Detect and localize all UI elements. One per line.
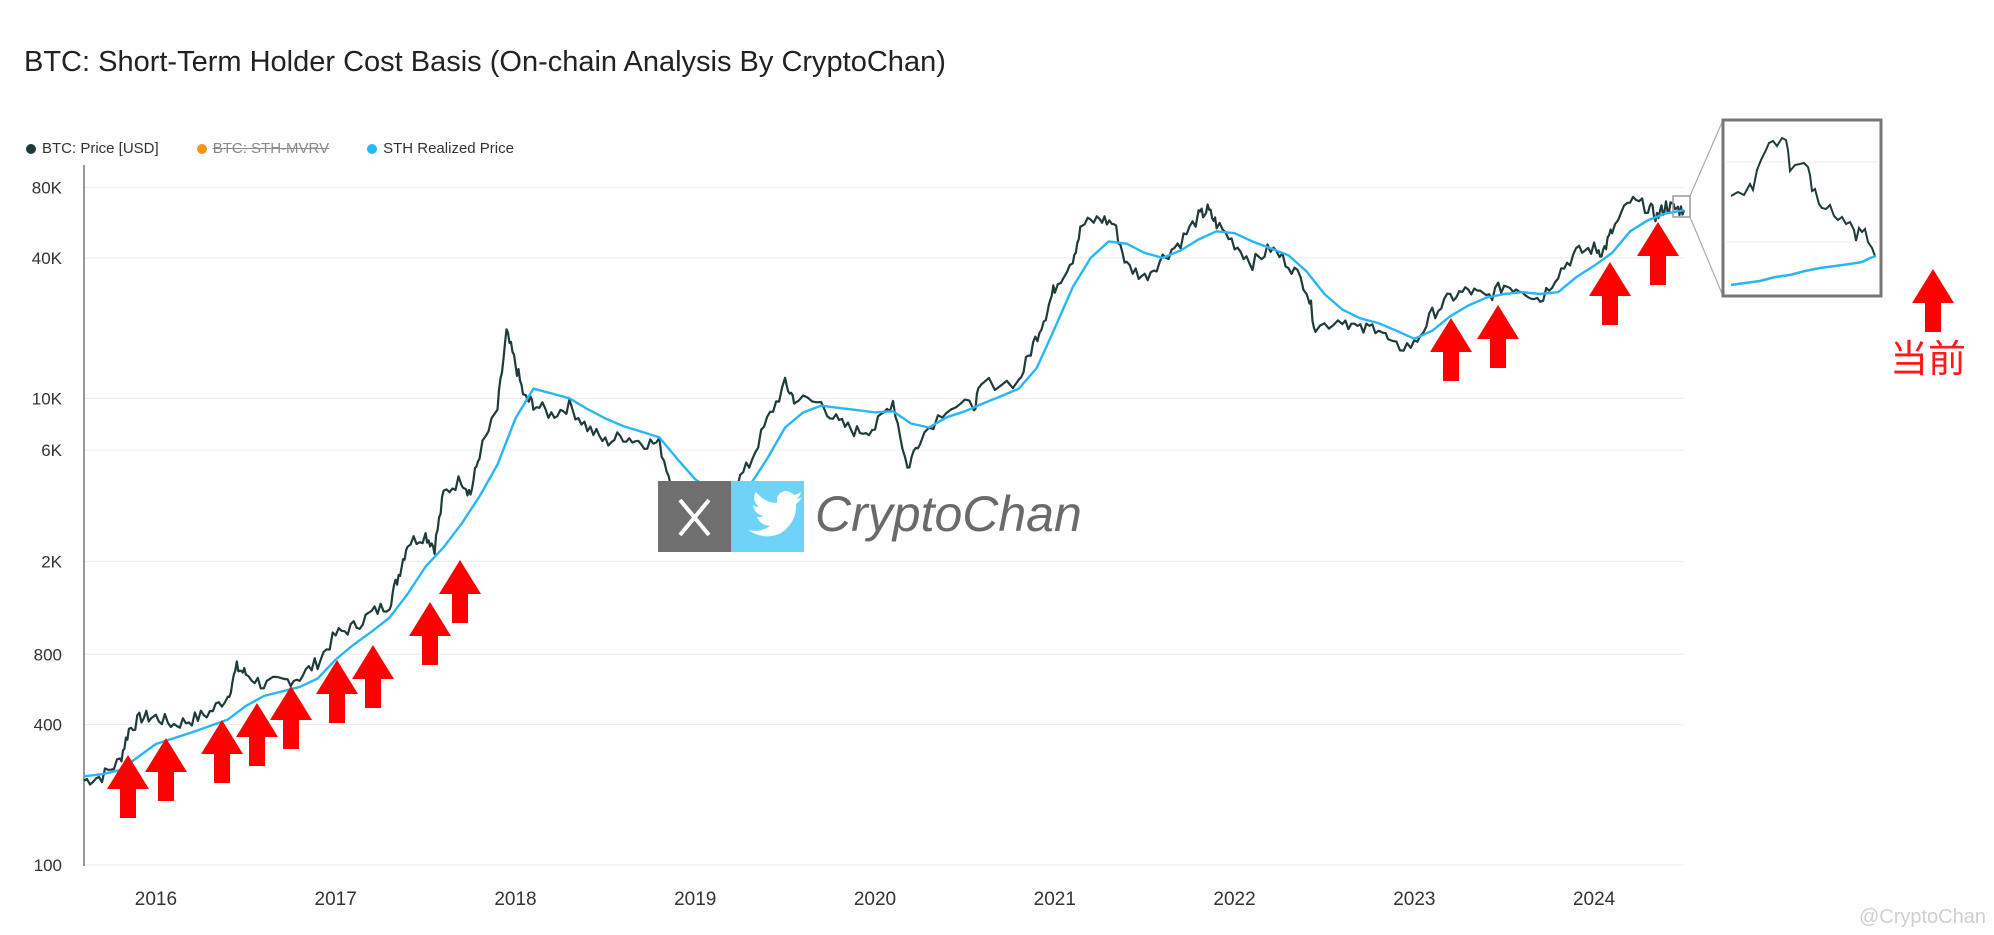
legend-dot-price <box>26 143 36 154</box>
inset-connector-top <box>1689 119 1724 197</box>
chart-title: BTC: Short-Term Holder Cost Basis (On-ch… <box>24 46 946 78</box>
x-tick-label: 2022 <box>1213 889 1255 910</box>
x-tick-label: 2019 <box>674 889 716 910</box>
x-tick-label: 2024 <box>1573 889 1616 910</box>
inset-frame <box>1721 118 1883 298</box>
x-tick-label: 2023 <box>1393 889 1435 910</box>
legend-label-price: BTC: Price [USD] <box>42 140 159 157</box>
y-tick-label: 6K <box>41 441 62 460</box>
up-arrow-icon <box>316 660 358 723</box>
legend-item-price[interactable]: BTC: Price [USD] <box>26 140 159 157</box>
y-tick-label: 400 <box>34 716 62 735</box>
series-lines <box>83 195 1686 786</box>
up-arrow-icon <box>352 645 394 708</box>
x-tick-label: 2017 <box>315 889 357 910</box>
y-tick-label: 80K <box>32 179 63 198</box>
legend-dot-sth-realized <box>367 143 378 154</box>
watermark: CryptoChan <box>658 481 1082 552</box>
x-tick-label: 2021 <box>1034 889 1076 910</box>
up-arrow-icon <box>145 738 187 801</box>
y-tick-label: 800 <box>34 645 62 664</box>
x-tick-label: 2018 <box>494 889 536 910</box>
legend-item-sth-mvrv[interactable]: BTC: STH-MVRV <box>196 140 330 157</box>
inset-connector-bottom <box>1689 216 1724 297</box>
y-axis-ticks: 100 400 800 2K 6K 10K 40K 80K <box>32 179 63 875</box>
legend-label-sth-mvrv: BTC: STH-MVRV <box>212 140 330 157</box>
legend-item-sth-realized[interactable]: STH Realized Price <box>367 140 514 157</box>
up-arrow-icon <box>1589 262 1631 325</box>
watermark-brand: CryptoChan <box>815 486 1082 542</box>
up-arrow-icon <box>1637 222 1679 285</box>
inset-label: 当前 <box>1890 339 1966 381</box>
legend-dot-sth-mvrv <box>196 143 207 154</box>
y-tick-label: 40K <box>32 249 63 268</box>
up-arrow-icon <box>201 720 243 783</box>
up-arrow-icon <box>107 755 149 818</box>
up-arrow-icon <box>1477 305 1519 368</box>
up-arrow-icon <box>409 602 451 665</box>
x-tick-label: 2020 <box>854 889 896 910</box>
buy-signal-arrows <box>107 222 1954 818</box>
up-arrow-icon <box>439 560 481 623</box>
footer-credit: @CryptoChan <box>1858 906 1986 928</box>
inset-source-box <box>1672 195 1691 218</box>
y-tick-label: 2K <box>41 552 62 571</box>
inset-sth-line <box>1730 254 1877 287</box>
y-tick-label: 100 <box>34 856 62 875</box>
up-arrow-icon <box>236 703 278 766</box>
inset-price-line <box>1730 136 1876 257</box>
legend-label-sth-realized: STH Realized Price <box>383 140 514 157</box>
x-logo-glyph <box>678 498 711 537</box>
inset-zoom: 当前 <box>1672 118 1966 381</box>
up-arrow-icon <box>1912 269 1954 332</box>
y-tick-label: 10K <box>32 389 63 408</box>
series-price-line <box>83 195 1686 786</box>
twitter-bird-glyph <box>748 491 802 537</box>
up-arrow-icon <box>270 686 312 749</box>
x-tick-label: 2016 <box>135 889 177 910</box>
series-sth-realized-line <box>83 209 1685 778</box>
legend: BTC: Price [USD] BTC: STH-MVRV STH Reali… <box>26 140 552 157</box>
grid-lines <box>84 187 1684 866</box>
up-arrow-icon <box>1430 318 1472 381</box>
x-axis-ticks: 2016 2017 2018 2019 2020 2021 2022 2023 2024 <box>135 889 1616 910</box>
